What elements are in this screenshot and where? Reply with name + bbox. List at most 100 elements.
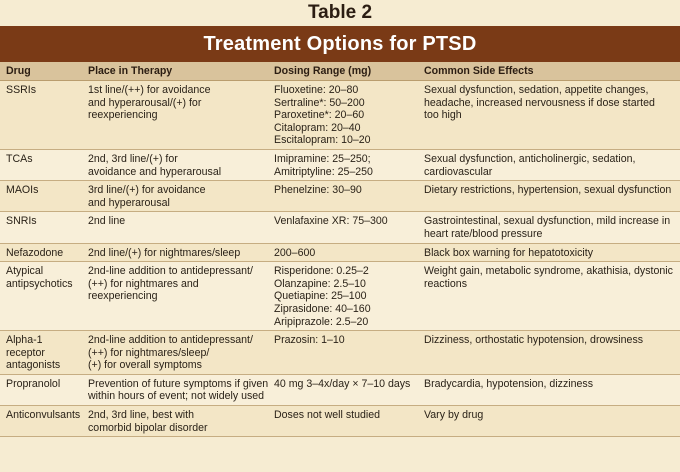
place-in-therapy-cell-line: 2nd-line addition to antidepressant/ xyxy=(88,334,253,347)
dosing-range-cell-line: 40 mg 3–4x/day × 7–10 days xyxy=(274,377,411,390)
side-effects-cell: Weight gain, metabolic syndrome, akathis… xyxy=(418,261,680,332)
drug-cell: MAOIs xyxy=(0,180,82,213)
drug-cell-line: antipsychotics xyxy=(6,277,73,290)
drug-cell-line: Propranolol xyxy=(6,377,61,390)
dosing-range-cell: Doses not well studied xyxy=(268,405,418,438)
side-effects-cell-line: reactions xyxy=(424,277,467,290)
dosing-range-cell: Fluoxetine: 20–80 Sertraline*: 50–200 Paro… xyxy=(268,80,418,150)
place-in-therapy-cell: 2nd line/(+) for nightmares/sleep xyxy=(82,243,268,263)
table-label: Table 2 xyxy=(0,0,680,26)
drug-cell: Propranolol xyxy=(0,374,82,407)
drug-cell-line: Atypical xyxy=(6,265,44,278)
dosing-range-cell-line: Aripiprazole: 2.5–20 xyxy=(274,315,369,328)
drug-cell: Anticonvulsants xyxy=(0,405,82,438)
place-in-therapy-cell: 1st line/(++) for avoidance and hyperarou… xyxy=(82,80,268,150)
place-in-therapy-cell-line: reexperiencing xyxy=(88,290,158,303)
table-row: MAOIs 3rd line/(+) for avoidance and hyper… xyxy=(0,180,680,213)
side-effects-cell: Sexual dysfunction, anticholinergic, sed… xyxy=(418,149,680,182)
side-effects-cell: Gastrointestinal, sexual dysfunction, mi… xyxy=(418,211,680,244)
treatment-table: Drug Place in Therapy Dosing Range (mg) … xyxy=(0,62,680,438)
header-row: Drug Place in Therapy Dosing Range (mg) … xyxy=(0,62,680,81)
drug-cell: SSRIs xyxy=(0,80,82,150)
header-place-in-therapy: Place in Therapy xyxy=(82,62,268,81)
place-in-therapy-cell-line: 2nd line xyxy=(88,215,126,228)
dosing-range-cell-line: Risperidone: 0.25–2 xyxy=(274,265,369,278)
drug-cell-line: TCAs xyxy=(6,152,33,165)
place-in-therapy-cell: 2nd line xyxy=(82,211,268,244)
side-effects-cell: Bradycardia, hypotension, dizziness xyxy=(418,374,680,407)
dosing-range-cell-line: Quetiapine: 25–100 xyxy=(274,290,367,303)
place-in-therapy-cell-line: reexperiencing xyxy=(88,109,158,122)
side-effects-cell-line: cardiovascular xyxy=(424,165,493,178)
place-in-therapy-cell: 3rd line/(+) for avoidance and hyperarous… xyxy=(82,180,268,213)
dosing-range-cell-line: Olanzapine: 2.5–10 xyxy=(274,277,366,290)
table-row: SNRIs 2nd line Venlafaxine XR: 75–300 Gastr… xyxy=(0,211,680,244)
drug-cell-line: Alpha-1 xyxy=(6,334,43,347)
header-side-effects: Common Side Effects xyxy=(418,62,680,81)
side-effects-cell: Black box warning for hepatotoxicity xyxy=(418,243,680,263)
dosing-range-cell: Phenelzine: 30–90 xyxy=(268,180,418,213)
place-in-therapy-cell-line: (++) for nightmares and xyxy=(88,277,199,290)
table-row: Anticonvulsants 2nd, 3rd line, best with c… xyxy=(0,405,680,438)
place-in-therapy-cell: 2nd-line addition to antidepressant/(++)… xyxy=(82,330,268,375)
side-effects-cell-line: Black box warning for hepatotoxicity xyxy=(424,246,593,259)
place-in-therapy-cell: 2nd, 3rd line, best with comorbid bipolar… xyxy=(82,405,268,438)
dosing-range-cell-line: Venlafaxine XR: 75–300 xyxy=(274,215,388,228)
place-in-therapy-cell: Prevention of future symptoms if given wi… xyxy=(82,374,269,407)
side-effects-cell-line: too high xyxy=(424,109,462,122)
side-effects-cell-line: Gastrointestinal, sexual dysfunction, mi… xyxy=(424,215,671,228)
side-effects-cell: Dietary restrictions, hypertension, sexu… xyxy=(418,180,680,213)
side-effects-cell-line: Sexual dysfunction, sedation, appetite c… xyxy=(424,84,649,96)
place-in-therapy-cell-line: 1st line/(++) for avoidance xyxy=(88,84,211,96)
drug-cell-line: Nefazodone xyxy=(6,246,64,259)
side-effects-cell-line: heart rate/blood pressure xyxy=(424,227,543,240)
header-drug: Drug xyxy=(0,62,82,81)
place-in-therapy-cell-line: within hours of event; not widely used xyxy=(88,390,265,403)
dosing-range-cell: 40 mg 3–4x/day × 7–10 days xyxy=(268,374,418,407)
place-in-therapy-cell-line: (+) for overall symptoms xyxy=(88,359,202,372)
place-in-therapy-cell-line: and hyperarousal/(+) for xyxy=(88,96,202,109)
drug-cell: TCAs xyxy=(0,149,82,182)
place-in-therapy-cell: 2nd-line addition to antidepressant/(++)… xyxy=(82,261,268,332)
table-row: Nefazodone 2nd line/(+) for nightmares/sl… xyxy=(0,243,680,263)
place-in-therapy-cell-line: and hyperarousal xyxy=(88,196,170,209)
dosing-range-cell-line: Amitriptyline: 25–250 xyxy=(274,165,373,178)
drug-cell-line: Anticonvulsants xyxy=(6,409,81,422)
dosing-range-cell: Risperidone: 0.25–2 Olanzapine: 2.5–10 Que… xyxy=(268,261,418,332)
drug-cell-line: MAOIs xyxy=(6,184,39,197)
drug-cell-line: receptor xyxy=(6,346,45,359)
side-effects-cell: Vary by drug xyxy=(418,405,680,438)
place-in-therapy-cell-line: 3rd line/(+) for avoidance xyxy=(88,184,206,197)
dosing-range-cell-line: Ziprasidone: 40–160 xyxy=(274,302,371,315)
header-dosing-range: Dosing Range (mg) xyxy=(268,62,418,81)
dosing-range-cell: Venlafaxine XR: 75–300 xyxy=(268,211,418,244)
dosing-range-cell-line: Escitalopram: 10–20 xyxy=(274,134,371,147)
dosing-range-cell: Imipramine: 25–250; Amitriptyline: 25–250 xyxy=(268,149,418,182)
side-effects-cell-line: Weight gain, metabolic syndrome, akathis… xyxy=(424,265,673,278)
drug-cell: Nefazodone xyxy=(0,243,82,263)
place-in-therapy-cell-line: 2nd, 3rd line/(+) for xyxy=(88,152,178,165)
side-effects-cell-line: Sexual dysfunction, anticholinergic, sed… xyxy=(424,152,636,165)
table-title: Treatment Options for PTSD xyxy=(0,26,680,62)
dosing-range-cell-line: Prazosin: 1–10 xyxy=(274,334,345,347)
drug-cell: Atypical antipsychotics xyxy=(0,261,82,332)
side-effects-cell-line: Dietary restrictions, hypertension, sexu… xyxy=(424,184,672,197)
side-effects-cell-line: Bradycardia, hypotension, dizziness xyxy=(424,377,594,390)
drug-cell: SNRIs xyxy=(0,211,82,244)
table-row: Atypical antipsychotics 2nd-line addition … xyxy=(0,261,680,332)
dosing-range-cell: Prazosin: 1–10 xyxy=(268,330,418,375)
drug-cell-line: antagonists xyxy=(6,359,61,372)
dosing-range-cell-line: Fluoxetine: 20–80 xyxy=(274,84,359,96)
place-in-therapy-cell-line: Prevention of future symptoms if given xyxy=(88,377,269,390)
side-effects-cell: Dizziness, orthostatic hypotension, drow… xyxy=(418,330,680,375)
place-in-therapy-cell-line: (++) for nightmares/sleep/ xyxy=(88,346,210,359)
drug-cell-line: SSRIs xyxy=(6,84,37,96)
drug-cell-line: SNRIs xyxy=(6,215,37,228)
dosing-range-cell-line: Sertraline*: 50–200 xyxy=(274,96,365,109)
dosing-range-cell-line: Citalopram: 20–40 xyxy=(274,121,361,134)
dosing-range-cell-line: 200–600 xyxy=(274,246,316,259)
dosing-range-cell-line: Doses not well studied xyxy=(274,409,380,422)
place-in-therapy-cell-line: 2nd line/(+) for nightmares/sleep xyxy=(88,246,241,259)
place-in-therapy-cell: 2nd, 3rd line/(+) for avoidance and hyper… xyxy=(82,149,268,182)
place-in-therapy-cell-line: comorbid bipolar disorder xyxy=(88,421,208,434)
